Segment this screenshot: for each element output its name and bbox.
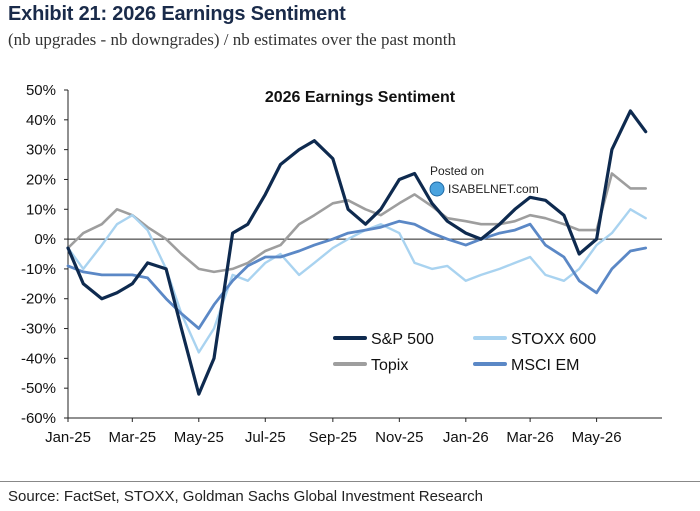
chart-title: 2026 Earnings Sentiment: [265, 89, 456, 106]
x-tick-label: Jan-26: [443, 429, 489, 446]
x-tick-label: Mar-26: [506, 429, 554, 446]
x-tick-label: Nov-25: [375, 429, 423, 446]
y-axis-ticks: 50% 40% 30% 20% 10% 0% -10% -20% -30% -40% -50% -60…: [21, 82, 68, 427]
y-tick-label: 40%: [26, 112, 56, 129]
series-line-s-p-500: [66, 109, 648, 396]
watermark: Posted on ISABELNET.com: [429, 164, 539, 197]
x-tick-label: Mar-25: [109, 429, 157, 446]
x-tick-label: Sep-25: [309, 429, 357, 446]
watermark-globe-icon: [429, 181, 445, 197]
y-tick-label: 50%: [26, 82, 56, 99]
y-tick-label: -20%: [21, 291, 56, 308]
y-tick-label: 30%: [26, 142, 56, 159]
legend-label-s-p-500: S&P 500: [371, 331, 434, 348]
series-line-msci-em: [66, 219, 648, 330]
x-tick-label: Jan-25: [45, 429, 91, 446]
watermark-line2: ISABELNET.com: [448, 182, 539, 196]
footer-divider: [0, 481, 700, 482]
x-tick-label: May-25: [174, 429, 224, 446]
x-axis-ticks: Jan-25 Mar-25 May-25 Jul-25 Sep-25 Nov-25 Jan-…: [45, 418, 622, 446]
y-tick-label: -60%: [21, 410, 56, 427]
x-tick-label: Jul-25: [245, 429, 286, 446]
legend: S&P 500 STOXX 600 Topix MSCI EM: [333, 331, 596, 374]
y-tick-label: 20%: [26, 171, 56, 188]
watermark-line1: Posted on: [430, 164, 484, 178]
x-tick-label: May-26: [572, 429, 622, 446]
source-note: Source: FactSet, STOXX, Goldman Sachs Gl…: [8, 488, 483, 505]
y-tick-label: -50%: [21, 380, 56, 397]
series-lines: [66, 109, 648, 396]
y-tick-label: 10%: [26, 201, 56, 218]
chart-plot: 50% 40% 30% 20% 10% 0% -10% -20% -30% -40% -50% -60…: [21, 82, 662, 446]
series-line-stoxx-600: [66, 208, 647, 354]
y-tick-label: -40%: [21, 350, 56, 367]
y-tick-label: 0%: [34, 231, 56, 248]
legend-label-topix: Topix: [371, 357, 408, 374]
series-line-topix: [66, 172, 648, 274]
legend-label-stoxx-600: STOXX 600: [511, 331, 596, 348]
legend-label-msci-em: MSCI EM: [511, 357, 579, 374]
exhibit-title: Exhibit 21: 2026 Earnings Sentiment: [8, 3, 346, 25]
y-tick-label: -30%: [21, 321, 56, 338]
y-tick-label: -10%: [21, 261, 56, 278]
exhibit-subtitle: (nb upgrades - nb downgrades) / nb estim…: [8, 30, 457, 49]
